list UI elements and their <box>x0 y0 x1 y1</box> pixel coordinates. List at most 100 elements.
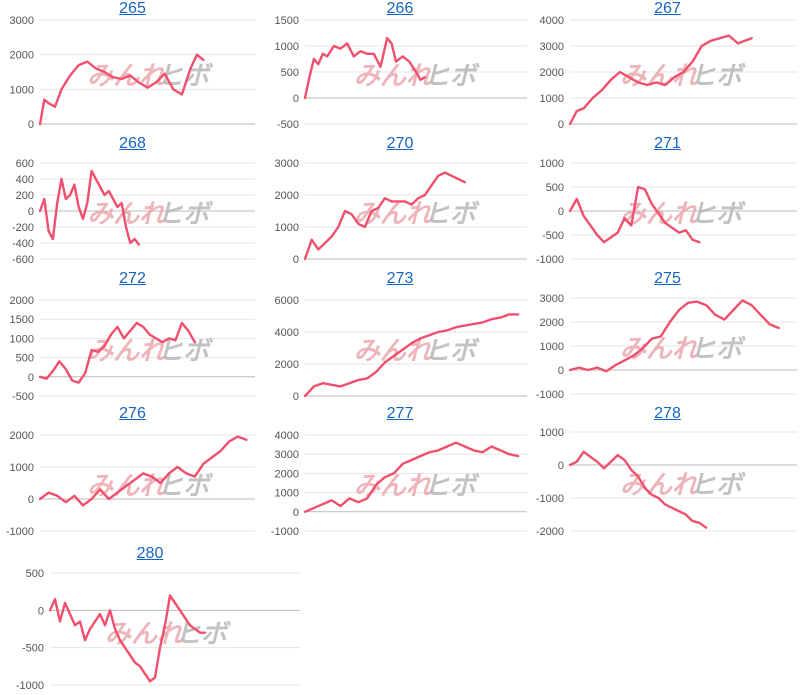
chart-panel-266: 266 -500 0 500 1000 1500 みんれ ヒボ <box>265 0 535 135</box>
y-tick-label: 4000 <box>275 327 299 339</box>
y-tick-label: 2000 <box>275 468 299 480</box>
y-tick-label: 0 <box>28 494 34 506</box>
y-tick-label: 2000 <box>10 50 34 62</box>
chart-panel-270: 270 0 1000 2000 3000 みんれ ヒボ <box>265 135 535 270</box>
chart-title[interactable]: 275 <box>654 270 681 287</box>
series-line <box>38 169 141 246</box>
watermark-logo-sub: ヒボ <box>175 619 231 649</box>
y-tick-label: 2000 <box>10 430 34 442</box>
watermark-logo-sub: ヒボ <box>690 335 746 365</box>
y-tick-label: -1000 <box>536 493 564 505</box>
watermark-logo-main: みんれ <box>354 61 433 91</box>
watermark-logo-sub: ヒボ <box>424 472 480 502</box>
y-tick-label: 4000 <box>275 430 299 442</box>
y-tick-label: -500 <box>12 391 34 403</box>
chart-panel-280: 280 -1000 -500 0 500 みんれ ヒボ <box>0 545 300 695</box>
series-line <box>303 441 520 514</box>
y-tick-label: 4000 <box>540 15 564 27</box>
chart-title[interactable]: 265 <box>119 0 146 17</box>
series-line <box>303 37 427 100</box>
y-tick-label: 2000 <box>540 67 564 79</box>
chart-title[interactable]: 271 <box>654 135 681 152</box>
chart-panel-276: 276 -1000 0 1000 2000 みんれ ヒボ <box>0 405 265 540</box>
watermark-logo-sub: ヒボ <box>690 470 746 500</box>
y-tick-label: 2000 <box>540 317 564 329</box>
y-tick-label: 500 <box>546 182 564 194</box>
watermark-logo-sub: ヒボ <box>424 337 480 367</box>
y-tick-label: 1000 <box>540 341 564 353</box>
chart-panel-272: 272 -500 0 500 1000 1500 2000 みんれ ヒボ <box>0 270 265 405</box>
y-tick-label: 1000 <box>540 158 564 170</box>
y-tick-label: 3000 <box>10 15 34 27</box>
y-tick-label: 2000 <box>275 190 299 202</box>
y-tick-label: 400 <box>16 174 34 186</box>
y-tick-label: -1000 <box>536 389 564 401</box>
watermark-logo-sub: ヒボ <box>157 337 213 367</box>
y-tick-label: 0 <box>293 391 299 403</box>
chart-title[interactable]: 278 <box>654 405 681 422</box>
y-tick-label: 1000 <box>275 41 299 53</box>
y-tick-label: -500 <box>22 643 44 655</box>
chart-panel-267: 267 0 1000 2000 3000 4000 みんれ ヒボ <box>535 0 800 135</box>
y-tick-label: 500 <box>281 67 299 79</box>
y-tick-label: 0 <box>558 206 564 218</box>
series-line <box>568 34 753 126</box>
chart-panel-271: 271 -1000 -500 0 500 1000 みんれ ヒボ <box>535 135 800 270</box>
y-tick-label: 2000 <box>275 359 299 371</box>
chart-title[interactable]: 272 <box>119 270 146 287</box>
y-tick-label: 0 <box>293 93 299 105</box>
series-line <box>568 299 781 373</box>
watermark-logo-main: みんれ <box>620 470 699 500</box>
y-tick-label: 600 <box>16 158 34 170</box>
series-line <box>568 450 708 529</box>
y-tick-label: 0 <box>28 372 34 384</box>
watermark-logo-main: みんれ <box>354 337 433 367</box>
series-line <box>303 171 467 261</box>
chart-title[interactable]: 276 <box>119 405 146 422</box>
watermark-logo-sub: ヒボ <box>690 61 746 91</box>
y-tick-label: 0 <box>293 507 299 519</box>
chart-title[interactable]: 273 <box>386 270 414 287</box>
y-tick-label: 1500 <box>10 314 34 326</box>
chart-title[interactable]: 267 <box>654 0 681 17</box>
y-tick-label: 1000 <box>540 427 564 439</box>
y-tick-label: -600 <box>12 254 34 266</box>
y-tick-label: -400 <box>12 238 34 250</box>
series-line <box>38 53 205 126</box>
chart-title[interactable]: 266 <box>386 0 414 17</box>
y-tick-label: 3000 <box>540 41 564 53</box>
y-tick-label: 500 <box>16 353 34 365</box>
y-tick-label: 0 <box>558 365 564 377</box>
chart-title[interactable]: 277 <box>386 405 414 422</box>
series-line <box>38 435 248 507</box>
y-tick-label: -500 <box>542 230 564 242</box>
y-tick-label: 1000 <box>275 222 299 234</box>
watermark-logo-sub: ヒボ <box>424 61 480 91</box>
chart-title[interactable]: 268 <box>119 135 146 152</box>
chart-panel-265: 265 0 1000 2000 3000 みんれ ヒボ <box>0 0 265 135</box>
y-tick-label: -2000 <box>536 526 564 538</box>
y-tick-label: -1000 <box>6 526 34 538</box>
y-tick-label: 1000 <box>275 488 299 500</box>
y-tick-label: -1000 <box>16 680 44 692</box>
y-tick-label: 0 <box>558 119 564 131</box>
chart-panel-268: 268 -600 -400 -200 0 200 400 600 みんれ ヒボ <box>0 135 265 270</box>
y-tick-label: 6000 <box>275 295 299 307</box>
chart-title[interactable]: 280 <box>136 545 164 562</box>
chart-panel-277: 277 -1000 0 1000 2000 3000 4000 みんれ ヒボ <box>265 405 535 540</box>
y-tick-label: -200 <box>12 222 34 234</box>
y-tick-label: 1000 <box>10 462 34 474</box>
y-tick-label: -500 <box>277 119 299 131</box>
watermark-logo-sub: ヒボ <box>157 200 213 230</box>
y-tick-label: 0 <box>28 119 34 131</box>
chart-title[interactable]: 270 <box>386 135 414 152</box>
watermark-logo-main: みんれ <box>87 200 166 230</box>
